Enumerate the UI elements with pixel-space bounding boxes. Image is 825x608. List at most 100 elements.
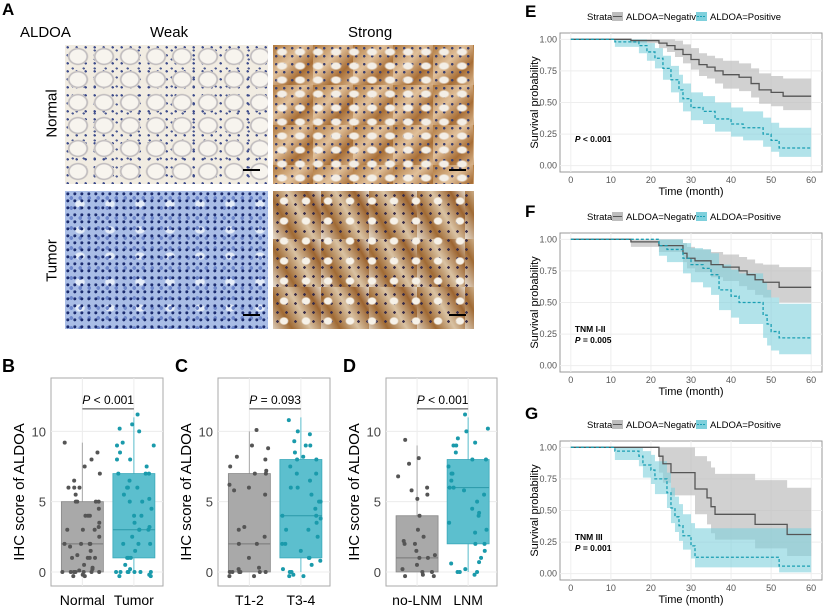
data-point [71,574,76,579]
data-point [473,541,478,546]
data-point [295,429,300,434]
y-tick-label: 0.75 [539,66,557,76]
y-tick-label: 0.50 [539,98,557,108]
data-point [415,527,420,532]
data-point [298,548,303,553]
legend-title: Strata [587,420,613,431]
subgroup-label: TNM I-II [575,324,606,334]
legend-title: Strata [587,12,613,23]
data-point [453,450,458,455]
data-point [294,471,299,476]
data-point [315,534,320,539]
y-tick-label: 0.25 [539,129,557,139]
data-point [446,464,451,469]
y-tick-label: 1.00 [539,442,557,452]
data-point [429,569,434,574]
data-point [132,520,137,525]
data-point [483,457,488,462]
x-axis-label: Time (month) [659,186,724,198]
p-value-label: P < 0.001 [417,393,469,407]
data-point [307,555,312,560]
data-point [447,520,452,525]
x-tick-label: 20 [646,583,656,593]
data-point [252,574,257,579]
data-point [280,541,285,546]
data-point [128,555,133,560]
data-point [127,478,132,483]
data-point [68,544,73,549]
y-tick-label: 0 [39,565,46,580]
data-point [236,541,241,546]
data-point [83,513,88,518]
data-point [415,496,420,501]
data-point [314,520,319,525]
chart-panel-d: D 0 5 10 no-LNM LNM P < 0.001 IHC score of ALDO… [343,356,498,608]
x-tick-label: 0 [568,175,573,185]
y-tick-label: 1.00 [539,34,557,44]
data-point [227,574,232,579]
data-point [70,555,75,560]
data-point [431,574,436,579]
data-point [303,443,308,448]
data-point [451,443,456,448]
data-point [138,569,143,574]
scale-bar [243,314,260,316]
data-point [257,565,262,570]
data-point [60,569,65,574]
data-point [82,562,87,567]
data-point [301,454,306,459]
data-point [262,534,267,539]
data-point [463,412,468,417]
data-point [252,471,257,476]
data-point [414,562,419,567]
x-axis-label: Time (month) [659,594,724,606]
data-point [132,569,137,574]
data-point [234,454,239,459]
data-point [449,478,454,483]
x-tick-label: 40 [726,175,736,185]
data-point [147,496,152,501]
data-point [246,485,251,490]
data-point [90,565,95,570]
data-point [118,569,123,574]
data-point [455,569,460,574]
p-value-label: P = 0.001 [575,543,612,553]
survival-curve [570,238,812,339]
column-header-weak: Weak [150,24,189,41]
data-point [249,443,254,448]
data-point [449,471,454,476]
survival-curve [570,446,812,567]
data-point [482,541,487,546]
data-point [95,450,100,455]
subgroup-label: TNM III [575,532,603,542]
data-point [421,534,426,539]
data-point [227,482,232,487]
data-point [263,569,268,574]
scale-bar [243,169,260,171]
panel-letter-a: A [2,0,15,19]
data-point [97,534,102,539]
data-point [470,506,475,511]
data-point [96,524,101,529]
confidence-band [570,39,812,157]
data-point [87,541,92,546]
data-point [284,527,289,532]
data-point [313,506,318,511]
p-value-label: P < 0.001 [82,393,134,407]
data-point [80,527,85,532]
p-value-label: P = 0.005 [575,335,612,345]
y-axis-label: Survival probability [529,56,541,149]
chart-panel-f: F Strata ALDOA=Negative ALDOA=Positive 0 10 20… [525,202,823,398]
scale-bar [449,169,466,171]
x-tick-label: LNM [453,592,483,608]
data-point [314,471,319,476]
ihc-image-tumor-weak [65,191,268,329]
data-point [454,443,459,448]
y-tick-label: 0.75 [539,474,557,484]
data-point [130,534,135,539]
data-point [77,568,82,573]
confidence-band [570,239,812,355]
data-point [73,569,78,574]
data-point [147,572,152,577]
